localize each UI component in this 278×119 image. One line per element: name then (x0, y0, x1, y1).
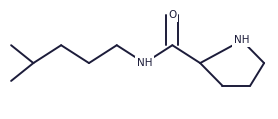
Text: NH: NH (137, 58, 152, 68)
Text: NH: NH (234, 35, 250, 45)
Text: O: O (168, 10, 177, 20)
